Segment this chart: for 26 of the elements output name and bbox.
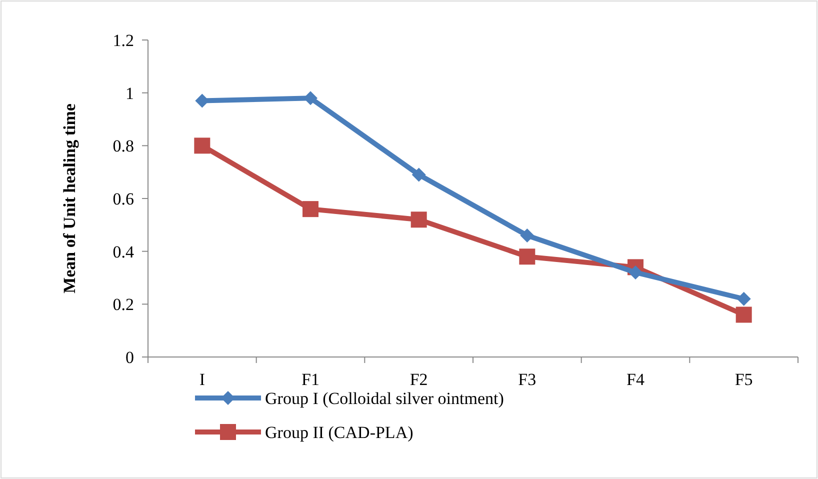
legend-label: Group I (Colloidal silver ointment)	[265, 388, 504, 408]
x-tick-label: F2	[410, 370, 428, 389]
y-tick-label: 0.8	[112, 136, 134, 156]
y-tick-label: 1.2	[112, 30, 134, 50]
point	[304, 91, 318, 106]
x-tick-label: F1	[302, 370, 320, 389]
y-tick-label: 0.2	[112, 295, 134, 314]
y-tick-label: 0	[126, 348, 134, 367]
point	[628, 265, 642, 280]
y-tick-label: 0.4	[112, 242, 134, 262]
y-tick-label: 1	[126, 84, 134, 103]
point	[194, 138, 210, 154]
y-axis-title: Mean of Unit healing time	[60, 103, 79, 294]
x-tick-label: F4	[626, 370, 645, 389]
point	[520, 228, 534, 242]
point	[519, 248, 536, 265]
point	[412, 168, 426, 182]
point	[410, 212, 427, 228]
point	[736, 306, 752, 323]
x-tick-label: F3	[518, 370, 536, 389]
y-tick-label: 0.6	[112, 189, 134, 208]
x-tick-label: I	[199, 370, 206, 389]
point	[736, 292, 751, 306]
legend-label: Group II (CAD-PLA)	[265, 422, 414, 442]
point	[302, 201, 318, 218]
x-tick-label: F5	[734, 370, 753, 389]
